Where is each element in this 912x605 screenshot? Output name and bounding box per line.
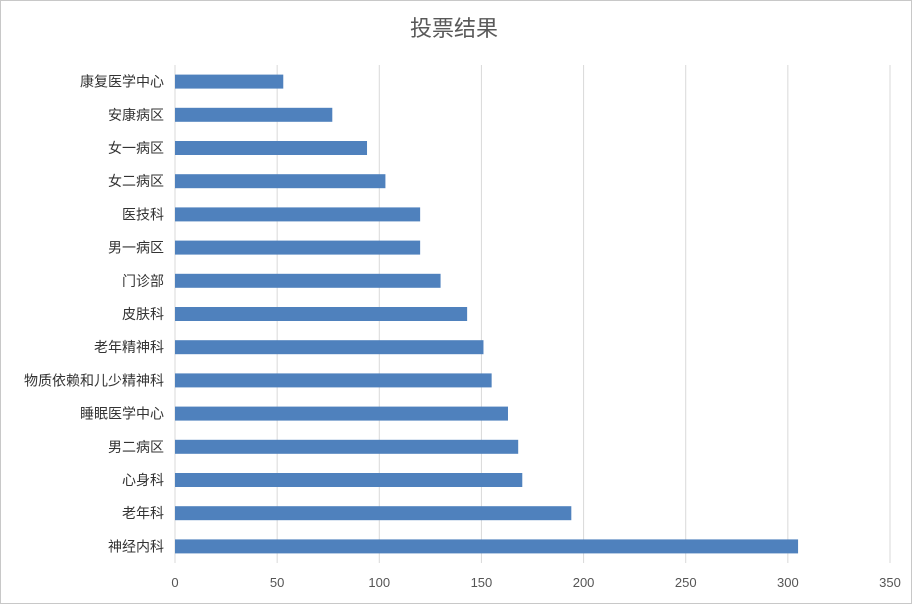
bar xyxy=(175,273,441,288)
x-tick-labels: 0 50 100 150 200 250 300 350 xyxy=(171,575,900,590)
chart-title: 投票结果 xyxy=(410,17,498,42)
category-label: 睡眠医学中心 xyxy=(80,407,164,423)
category-label: 神经内科 xyxy=(108,539,164,555)
category-label: 老年科 xyxy=(122,506,164,522)
category-label: 女二病区 xyxy=(108,173,164,190)
category-label: 安康病区 xyxy=(108,107,164,124)
category-label: 老年精神科 xyxy=(94,340,164,356)
category-label: 女一病区 xyxy=(108,140,164,157)
bar xyxy=(175,539,799,554)
x-tick-label: 300 xyxy=(777,575,799,590)
x-tick-label: 0 xyxy=(171,575,178,590)
category-label: 物质依赖和儿少精神科 xyxy=(24,373,164,389)
category-label: 医技科 xyxy=(122,207,164,223)
bar xyxy=(175,439,519,454)
bar xyxy=(175,340,484,355)
bar xyxy=(175,473,523,487)
bars xyxy=(175,74,799,554)
bar xyxy=(175,174,386,189)
x-tick-label: 150 xyxy=(471,575,493,590)
bar xyxy=(175,307,468,321)
category-label: 门诊部 xyxy=(122,274,164,290)
bar xyxy=(175,74,284,89)
x-tick-label: 100 xyxy=(368,575,390,590)
category-label: 康复医学中心 xyxy=(80,74,164,91)
x-tick-label: 350 xyxy=(879,575,901,590)
bar xyxy=(175,406,508,421)
category-label: 皮肤科 xyxy=(122,307,164,323)
x-tick-label: 250 xyxy=(675,575,697,590)
category-label: 男二病区 xyxy=(108,440,164,456)
category-label: 心身科 xyxy=(122,473,164,489)
bar xyxy=(175,207,421,222)
category-labels: 康复医学中心安康病区女一病区女二病区医技科男一病区门诊部皮肤科老年精神科物质依赖… xyxy=(24,74,164,556)
bar xyxy=(175,141,368,155)
bar xyxy=(175,506,572,521)
x-tick-label: 50 xyxy=(270,575,284,590)
bar xyxy=(175,240,421,255)
bar xyxy=(175,373,492,388)
x-tick-label: 200 xyxy=(573,575,595,590)
category-label: 男一病区 xyxy=(108,241,164,257)
bar xyxy=(175,107,333,122)
